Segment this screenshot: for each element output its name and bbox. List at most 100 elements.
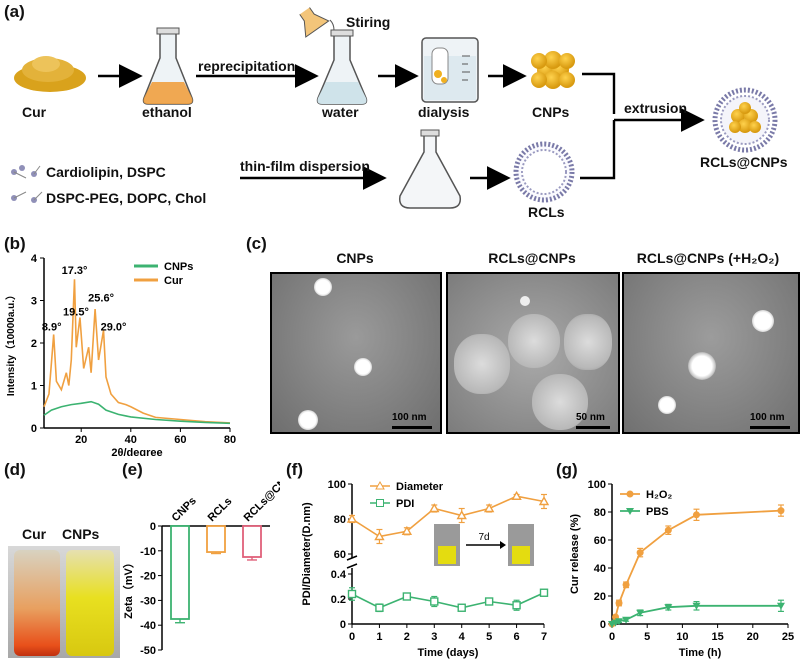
data-point <box>347 589 357 599</box>
vials-photo <box>8 546 120 658</box>
x-tick-label: 40 <box>125 434 137 446</box>
data-point <box>346 513 358 523</box>
label-lipids-1: Cardiolipin, DSPC <box>46 164 166 180</box>
inset-vial-fill <box>512 546 530 564</box>
x-tick-label: 15 <box>711 631 723 643</box>
nanoparticle <box>314 278 332 296</box>
nanoparticle <box>658 396 676 414</box>
peak-annotation: 19.5° <box>63 306 89 318</box>
data-point <box>539 588 549 597</box>
data-point <box>429 503 440 513</box>
y-axis-label: PDI/Diameter(D.nm) <box>301 502 313 606</box>
nanoparticle <box>520 296 530 306</box>
vial-label-cnps: CNPs <box>62 526 100 542</box>
label-lipids-2: DSPC-PEG, DOPC, Chol <box>46 190 207 206</box>
legend-label: Cur <box>164 275 184 287</box>
data-point <box>512 601 521 610</box>
y-tick-label: 80 <box>594 507 606 519</box>
series-line-cnps <box>43 400 231 425</box>
panel-label-d: (d) <box>4 460 26 479</box>
tem-title-rcls-cnps-h2o2: RCLs@CNPs (+H₂O₂) <box>636 250 780 266</box>
y-tick-label: 60 <box>594 535 606 547</box>
tem-image-rcls-cnps-h2o2: 100 nm <box>622 272 800 434</box>
data-point <box>374 531 385 541</box>
scale-bar <box>392 426 432 429</box>
data-point <box>457 603 466 612</box>
panel-label-f: (f) <box>286 460 303 479</box>
inset-vial-fill <box>438 546 456 564</box>
data-point <box>615 599 623 607</box>
synthesis-scheme <box>11 7 778 209</box>
x-tick-label: RCLs@CNPs <box>242 474 280 524</box>
y-tick-label: 0.4 <box>331 569 347 581</box>
legend-marker <box>375 480 385 490</box>
panel-label-b: (b) <box>4 234 26 253</box>
liposome-particle <box>454 334 510 394</box>
x-tick-label: 5 <box>486 631 492 643</box>
series-line-pdi <box>351 592 545 609</box>
x-tick-label: 6 <box>514 631 520 643</box>
y-axis-label: Intensity（10000a.u.） <box>4 290 17 396</box>
y-tick-label: 60 <box>334 549 346 561</box>
data-point <box>430 597 439 606</box>
x-tick-label: 80 <box>224 434 236 446</box>
axis-break <box>346 563 358 569</box>
label-cur: Cur <box>22 104 47 120</box>
y-tick-label: 0 <box>340 619 346 631</box>
inset-arrowhead <box>500 541 506 549</box>
dialysis-beaker-icon <box>421 37 479 103</box>
round-bottom-flask-icon <box>398 129 462 209</box>
tem-title-rcls-cnps: RCLs@CNPs <box>488 250 576 266</box>
release-chart: 0 5 10 15 20 25 0 20 40 60 80 100 Time (h) Cur releas… <box>569 479 794 659</box>
cnps-cluster-icon <box>531 51 575 89</box>
data-point <box>777 507 785 515</box>
legend-label: PBS <box>646 506 669 518</box>
legend-marker <box>626 508 634 515</box>
x-tick-label: 2 <box>404 631 410 643</box>
legend-label: Diameter <box>396 481 444 493</box>
scale-label: 100 nm <box>392 412 427 423</box>
label-water: water <box>322 104 359 120</box>
y-tick-label: 80 <box>334 514 346 526</box>
y-tick-label: 20 <box>594 591 606 603</box>
data-point <box>615 618 624 626</box>
data-point <box>776 602 785 610</box>
series-line-cur <box>43 279 231 424</box>
label-rcls-cnps: RCLs@CNPs <box>700 154 788 170</box>
legend-label: H₂O₂ <box>646 489 672 501</box>
rcls-cnps-liposome-icon <box>712 87 778 153</box>
label-ethanol: ethanol <box>142 104 192 120</box>
data-point <box>622 581 630 589</box>
data-point <box>456 510 467 520</box>
legend-marker <box>626 490 634 498</box>
x-tick-label: CNPs <box>170 495 199 524</box>
label-cnps: CNPs <box>532 104 570 120</box>
x-tick-label: RCLs <box>206 495 235 524</box>
vial-label-cur: Cur <box>22 526 47 542</box>
label-rcls: RCLs <box>528 204 565 220</box>
y-tick-label: 4 <box>31 253 38 265</box>
tem-image-cnps: 100 nm <box>270 272 442 434</box>
nanoparticle <box>688 352 716 380</box>
peak-annotation: 8.9° <box>42 321 62 333</box>
y-axis-label: Cur release (%) <box>569 514 581 594</box>
y-tick-label: -40 <box>140 620 156 632</box>
liposome-particle <box>532 374 588 430</box>
y-tick-label: -30 <box>140 595 156 607</box>
x-tick-label: 0 <box>349 631 355 643</box>
scale-bar <box>576 426 610 429</box>
y-tick-label: 0.2 <box>331 594 346 606</box>
y-tick-label: -50 <box>140 645 156 657</box>
x-tick-label: 60 <box>174 434 186 446</box>
liposome-particle <box>508 314 560 368</box>
data-point <box>622 616 631 624</box>
x-tick-label: 0 <box>609 631 615 643</box>
data-point <box>636 549 644 557</box>
tem-image-rcls-cnps: 50 nm <box>446 272 620 434</box>
zeta-chart: 0 -10 -20 -30 -40 -50 Zeta（mV） CNPs RCLs RCLs@CNP… <box>122 474 280 657</box>
stability-chart: 0 1 2 3 4 5 6 7 60 80 100 0 0.2 0.4 Time (days) PDI/Dia… <box>301 479 550 659</box>
x-tick-label: 4 <box>459 631 466 643</box>
data-point <box>401 525 413 535</box>
x-axis-label: 2θ/degree <box>111 447 162 456</box>
label-stiring: Stiring <box>346 14 391 30</box>
